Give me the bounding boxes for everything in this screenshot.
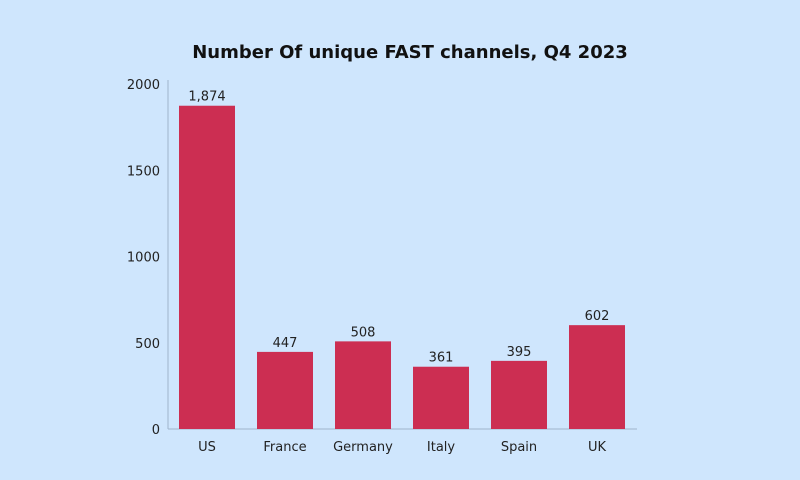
bar-us: [179, 105, 235, 430]
data-label-italy: 361: [429, 351, 454, 366]
data-label-us: 1,874: [188, 90, 225, 105]
bar-spain: [491, 360, 547, 429]
bar-uk: [569, 325, 625, 429]
x-tick-label-germany: Germany: [333, 440, 393, 455]
bar-germany: [335, 341, 391, 429]
y-tick-label: 1500: [127, 164, 160, 179]
chart-title: Number Of unique FAST channels, Q4 2023: [192, 42, 628, 63]
bar-france: [257, 351, 313, 429]
x-tick-label-uk: UK: [588, 440, 607, 455]
y-tick-label: 0: [152, 423, 160, 438]
data-label-germany: 508: [351, 325, 376, 340]
data-label-uk: 602: [585, 309, 610, 324]
y-tick-label: 2000: [127, 78, 160, 93]
bar-italy: [413, 366, 469, 429]
axes: [167, 80, 637, 430]
x-tick-label-spain: Spain: [501, 440, 537, 455]
data-label-france: 447: [273, 336, 298, 351]
x-tick-label-france: France: [263, 440, 306, 455]
bars: [179, 105, 625, 430]
x-tick-label-us: US: [198, 440, 216, 455]
data-label-spain: 395: [507, 345, 532, 360]
y-tick-label: 500: [135, 337, 160, 352]
labels: 0 500 1000 1500 2000 1,874 US 447 France 508 Germa…: [127, 78, 610, 455]
x-tick-label-italy: Italy: [427, 440, 456, 455]
y-tick-label: 1000: [127, 251, 160, 266]
